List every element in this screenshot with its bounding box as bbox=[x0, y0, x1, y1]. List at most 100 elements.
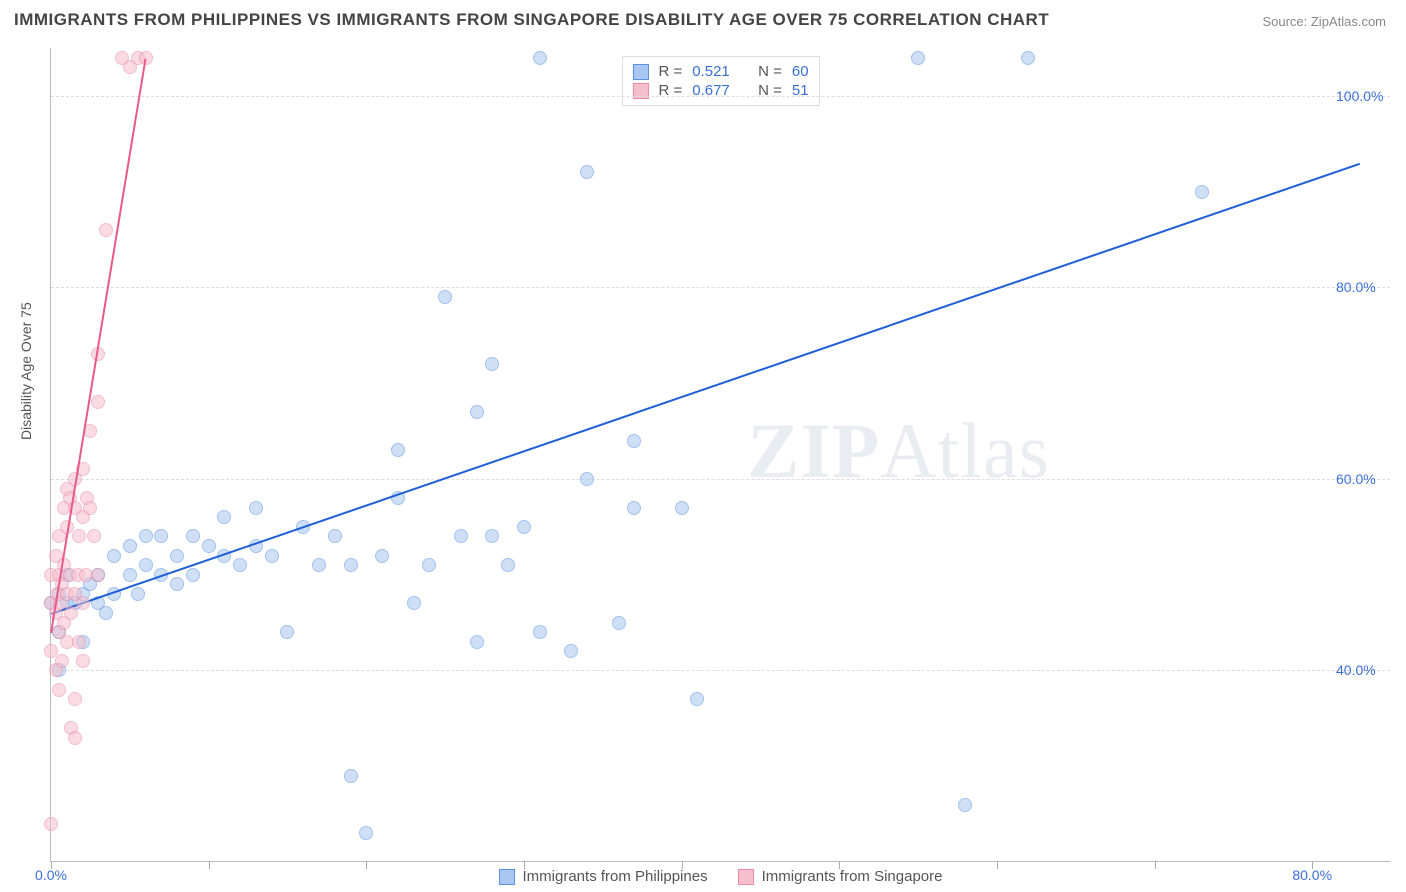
data-point bbox=[72, 635, 86, 649]
swatch-icon bbox=[499, 869, 515, 885]
data-point bbox=[202, 539, 216, 553]
data-point bbox=[68, 731, 82, 745]
data-point bbox=[501, 558, 515, 572]
data-point bbox=[612, 616, 626, 630]
data-point bbox=[1195, 185, 1209, 199]
data-point bbox=[52, 683, 66, 697]
y-tick-label: 100.0% bbox=[1336, 88, 1406, 104]
data-point bbox=[422, 558, 436, 572]
x-tick bbox=[839, 861, 840, 869]
data-point bbox=[91, 568, 105, 582]
data-point bbox=[233, 558, 247, 572]
data-point bbox=[72, 529, 86, 543]
x-tick bbox=[366, 861, 367, 869]
data-point bbox=[375, 549, 389, 563]
legend-series: Immigrants from Philippines Immigrants f… bbox=[499, 868, 943, 885]
n-value: 60 bbox=[792, 63, 809, 80]
data-point bbox=[139, 529, 153, 543]
data-point bbox=[139, 558, 153, 572]
data-point bbox=[564, 644, 578, 658]
gridline bbox=[51, 670, 1390, 671]
x-tick bbox=[1155, 861, 1156, 869]
data-point bbox=[123, 539, 137, 553]
x-tick bbox=[209, 861, 210, 869]
data-point bbox=[91, 395, 105, 409]
data-point bbox=[690, 692, 704, 706]
data-point bbox=[131, 587, 145, 601]
data-point bbox=[170, 549, 184, 563]
data-point bbox=[76, 596, 90, 610]
data-point bbox=[580, 472, 594, 486]
data-point bbox=[186, 529, 200, 543]
x-tick-label: 80.0% bbox=[1292, 867, 1332, 883]
data-point bbox=[249, 501, 263, 515]
data-point bbox=[217, 510, 231, 524]
data-point bbox=[470, 635, 484, 649]
legend-row: R = 0.521 N = 60 bbox=[632, 63, 808, 80]
y-tick-label: 40.0% bbox=[1336, 662, 1406, 678]
data-point bbox=[99, 606, 113, 620]
data-point bbox=[123, 568, 137, 582]
swatch-icon bbox=[632, 64, 648, 80]
legend-label: Immigrants from Singapore bbox=[762, 868, 943, 885]
data-point bbox=[312, 558, 326, 572]
x-tick bbox=[997, 861, 998, 869]
legend-item: Immigrants from Philippines bbox=[499, 868, 708, 885]
data-point bbox=[107, 549, 121, 563]
y-tick-label: 60.0% bbox=[1336, 471, 1406, 487]
page-title: IMMIGRANTS FROM PHILIPPINES VS IMMIGRANT… bbox=[14, 10, 1049, 30]
data-point bbox=[407, 596, 421, 610]
x-tick bbox=[682, 861, 683, 869]
data-point bbox=[627, 434, 641, 448]
data-point bbox=[99, 223, 113, 237]
watermark: ZIPAtlas bbox=[747, 406, 1050, 496]
chart-area: ZIPAtlas R = 0.521 N = 60 R = 0.677 N = … bbox=[50, 48, 1390, 862]
data-point bbox=[454, 529, 468, 543]
data-point bbox=[533, 51, 547, 65]
legend-label: Immigrants from Philippines bbox=[523, 868, 708, 885]
data-point bbox=[485, 529, 499, 543]
gridline bbox=[51, 96, 1390, 97]
data-point bbox=[186, 568, 200, 582]
r-label: R = bbox=[658, 63, 682, 80]
data-point bbox=[344, 769, 358, 783]
data-point bbox=[83, 501, 97, 515]
data-point bbox=[958, 798, 972, 812]
data-point bbox=[344, 558, 358, 572]
data-point bbox=[533, 625, 547, 639]
x-tick bbox=[524, 861, 525, 869]
swatch-icon bbox=[738, 869, 754, 885]
data-point bbox=[55, 654, 69, 668]
trend-line bbox=[51, 163, 1360, 615]
data-point bbox=[87, 529, 101, 543]
data-point bbox=[265, 549, 279, 563]
data-point bbox=[675, 501, 689, 515]
n-label: N = bbox=[758, 63, 782, 80]
data-point bbox=[580, 165, 594, 179]
data-point bbox=[76, 654, 90, 668]
gridline bbox=[51, 287, 1390, 288]
y-tick-label: 80.0% bbox=[1336, 279, 1406, 295]
data-point bbox=[280, 625, 294, 639]
data-point bbox=[517, 520, 531, 534]
data-point bbox=[359, 826, 373, 840]
legend-item: Immigrants from Singapore bbox=[738, 868, 943, 885]
data-point bbox=[68, 692, 82, 706]
gridline bbox=[51, 479, 1390, 480]
x-tick-label: 0.0% bbox=[35, 867, 67, 883]
data-point bbox=[470, 405, 484, 419]
data-point bbox=[1021, 51, 1035, 65]
y-axis-label: Disability Age Over 75 bbox=[18, 302, 34, 440]
data-point bbox=[391, 443, 405, 457]
legend-stats: R = 0.521 N = 60 R = 0.677 N = 51 bbox=[621, 56, 819, 106]
data-point bbox=[328, 529, 342, 543]
source-attribution: Source: ZipAtlas.com bbox=[1262, 14, 1386, 29]
data-point bbox=[154, 529, 168, 543]
data-point bbox=[911, 51, 925, 65]
data-point bbox=[170, 577, 184, 591]
data-point bbox=[627, 501, 641, 515]
data-point bbox=[44, 817, 58, 831]
r-value: 0.521 bbox=[692, 63, 730, 80]
data-point bbox=[438, 290, 452, 304]
data-point bbox=[485, 357, 499, 371]
